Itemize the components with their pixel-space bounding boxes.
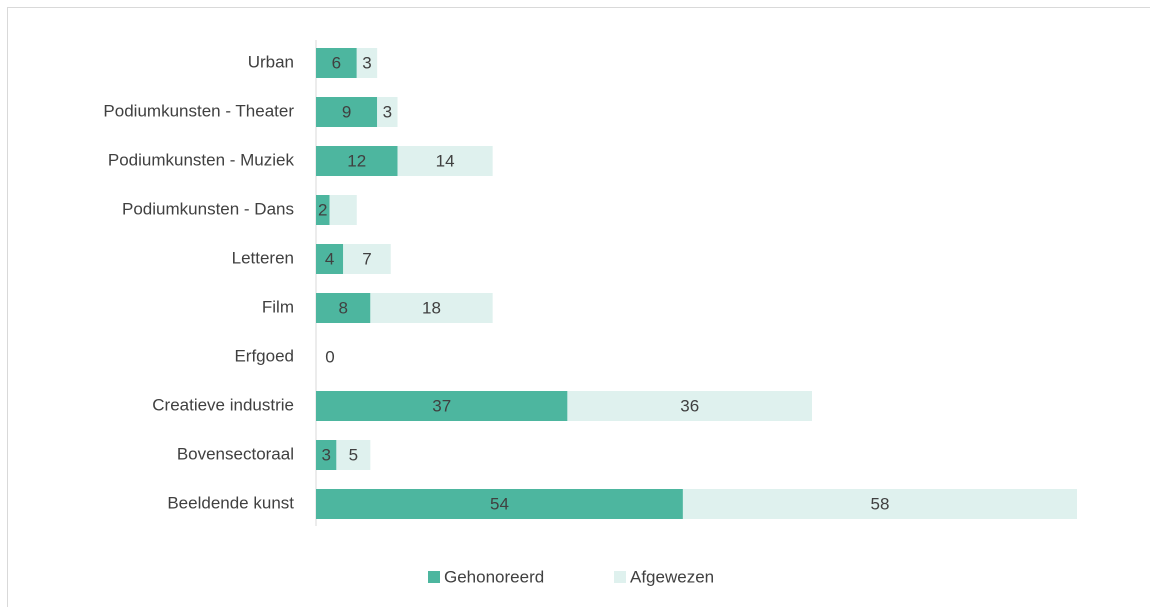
data-label: 58 (870, 494, 889, 513)
bar-segment (316, 440, 337, 470)
bar-segment (316, 97, 378, 127)
y-tick-label: Urban (248, 52, 294, 71)
bar-segment (343, 244, 391, 274)
data-label: 2 (318, 200, 327, 219)
legend-swatch (614, 571, 626, 583)
data-label: 6 (332, 53, 341, 72)
legend-label: Gehonoreerd (444, 567, 544, 586)
data-label: 36 (680, 396, 699, 415)
y-tick-label: Beeldende kunst (167, 493, 294, 512)
bar-segment (316, 195, 330, 225)
y-tick-label: Film (262, 297, 294, 316)
y-tick-label: Erfgoed (234, 346, 294, 365)
bar-segment (336, 440, 371, 470)
legend-label: Afgewezen (630, 567, 714, 586)
y-tick-label: Letteren (232, 248, 294, 267)
legend-swatch (428, 571, 440, 583)
bar-segment (397, 146, 493, 176)
bar-segment (316, 244, 344, 274)
data-label: 5 (349, 445, 358, 464)
data-label: 18 (422, 298, 441, 317)
y-tick-label: Bovensectoraal (177, 444, 294, 463)
y-tick-label: Podiumkunsten - Theater (103, 101, 294, 120)
data-label: 7 (362, 249, 371, 268)
bar-segment (356, 48, 378, 78)
bar-segment (316, 293, 371, 323)
y-tick-label: Podiumkunsten - Dans (122, 199, 294, 218)
data-label: 14 (436, 151, 455, 170)
data-label: 54 (490, 494, 509, 513)
data-label: 3 (383, 102, 392, 121)
data-label: 4 (325, 249, 334, 268)
data-label: 37 (432, 396, 451, 415)
chart-frame (7, 7, 1150, 607)
bar-segment (316, 146, 398, 176)
bar-segment (316, 391, 568, 421)
bar-segment (682, 489, 1077, 519)
data-label: 9 (342, 102, 351, 121)
data-label: 8 (338, 298, 347, 317)
data-label: 0 (325, 347, 334, 366)
data-label: 12 (347, 151, 366, 170)
bar-segment (316, 489, 683, 519)
y-tick-label: Podiumkunsten - Muziek (108, 150, 295, 169)
bar-segment (329, 195, 357, 225)
data-label: 3 (321, 445, 330, 464)
bar-segment (316, 48, 357, 78)
data-label: 3 (362, 53, 371, 72)
bar-segment (377, 97, 398, 127)
bar-segment (567, 391, 813, 421)
bar-segment (370, 293, 493, 323)
y-tick-label: Creatieve industrie (152, 395, 294, 414)
